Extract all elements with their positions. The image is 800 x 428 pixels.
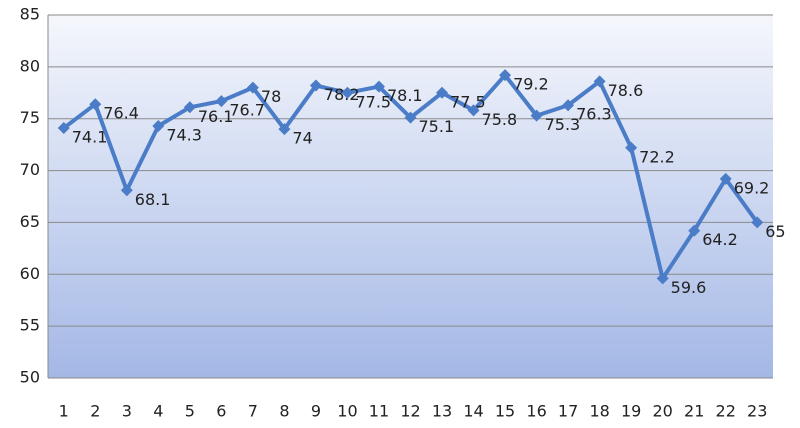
data-label: 75.3 bbox=[545, 115, 581, 134]
y-tick-label: 50 bbox=[20, 368, 40, 387]
data-label: 78.1 bbox=[387, 86, 423, 105]
data-label: 74.3 bbox=[166, 125, 202, 144]
data-label: 74.1 bbox=[72, 128, 108, 147]
data-point bbox=[467, 104, 480, 117]
data-label: 76.1 bbox=[198, 107, 234, 126]
data-label: 69.2 bbox=[734, 178, 770, 197]
data-label: 76.7 bbox=[229, 101, 265, 120]
data-point bbox=[719, 172, 732, 185]
data-label: 74 bbox=[292, 129, 312, 148]
data-point bbox=[593, 75, 606, 88]
data-label: 75.8 bbox=[482, 110, 518, 129]
plot-area bbox=[48, 15, 773, 378]
y-tick-label: 70 bbox=[20, 160, 40, 179]
data-label: 79.2 bbox=[513, 75, 549, 94]
x-tick-label: 16 bbox=[526, 402, 546, 421]
data-point bbox=[152, 119, 165, 132]
x-tick-label: 8 bbox=[279, 402, 289, 421]
data-point bbox=[499, 69, 512, 82]
data-point bbox=[278, 123, 291, 136]
data-label: 75.1 bbox=[419, 117, 455, 136]
x-tick-label: 7 bbox=[248, 402, 258, 421]
x-tick-label: 11 bbox=[369, 402, 389, 421]
x-tick-label: 10 bbox=[337, 402, 357, 421]
x-tick-label: 20 bbox=[652, 402, 672, 421]
x-tick-label: 1 bbox=[59, 402, 69, 421]
x-tick-label: 21 bbox=[684, 402, 704, 421]
x-tick-label: 9 bbox=[311, 402, 321, 421]
data-point bbox=[656, 272, 669, 285]
data-label: 72.2 bbox=[639, 147, 675, 166]
data-label: 78.2 bbox=[324, 85, 360, 104]
x-tick-label: 13 bbox=[432, 402, 452, 421]
data-label: 64.2 bbox=[702, 230, 738, 249]
data-point bbox=[372, 80, 385, 93]
data-label: 77.5 bbox=[450, 92, 486, 111]
x-tick-label: 5 bbox=[185, 402, 195, 421]
data-point bbox=[215, 95, 228, 108]
x-tick-label: 6 bbox=[216, 402, 226, 421]
x-tick-label: 23 bbox=[747, 402, 767, 421]
data-point bbox=[120, 184, 133, 197]
y-tick-label: 55 bbox=[20, 316, 40, 335]
data-point bbox=[404, 111, 417, 124]
data-point bbox=[309, 79, 322, 92]
data-point bbox=[436, 86, 449, 99]
data-point bbox=[751, 216, 764, 229]
data-label: 65 bbox=[765, 222, 785, 241]
data-label: 76.3 bbox=[576, 105, 612, 124]
y-tick-label: 75 bbox=[20, 108, 40, 127]
data-point bbox=[530, 109, 543, 122]
x-tick-label: 17 bbox=[558, 402, 578, 421]
x-tick-label: 19 bbox=[621, 402, 641, 421]
data-label: 76.4 bbox=[103, 104, 139, 123]
x-tick-label: 18 bbox=[589, 402, 609, 421]
x-tick-label: 3 bbox=[122, 402, 132, 421]
x-tick-label: 4 bbox=[153, 402, 163, 421]
data-point bbox=[246, 81, 259, 94]
data-label: 77.5 bbox=[355, 92, 391, 111]
data-point bbox=[625, 141, 638, 154]
data-point bbox=[57, 122, 70, 135]
x-tick-label: 2 bbox=[90, 402, 100, 421]
data-label: 78 bbox=[261, 87, 281, 106]
data-point bbox=[562, 99, 575, 112]
data-label: 59.6 bbox=[671, 278, 707, 297]
data-point bbox=[183, 101, 196, 114]
data-point bbox=[341, 86, 354, 99]
y-tick-label: 65 bbox=[20, 212, 40, 231]
x-tick-label: 12 bbox=[400, 402, 420, 421]
data-label: 78.6 bbox=[608, 81, 644, 100]
data-point bbox=[688, 224, 701, 237]
data-point bbox=[89, 98, 102, 111]
x-tick-label: 22 bbox=[716, 402, 736, 421]
x-tick-label: 14 bbox=[463, 402, 483, 421]
data-label: 68.1 bbox=[135, 190, 171, 209]
y-tick-label: 85 bbox=[20, 5, 40, 24]
y-tick-label: 80 bbox=[20, 56, 40, 75]
x-tick-label: 15 bbox=[495, 402, 515, 421]
y-tick-label: 60 bbox=[20, 264, 40, 283]
